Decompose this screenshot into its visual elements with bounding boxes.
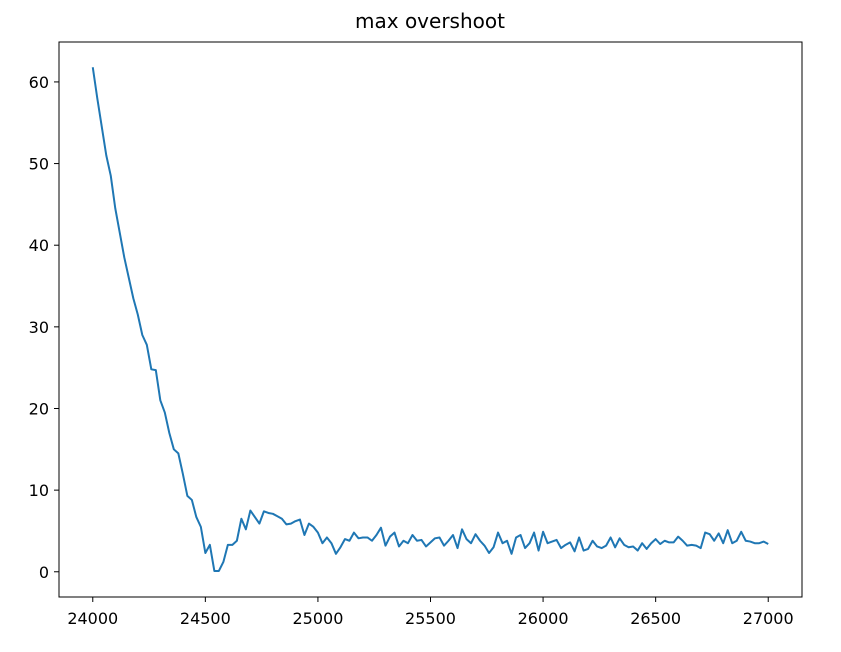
y-tick-label: 30 [29,318,49,337]
x-tick-label: 26500 [630,609,681,628]
data-line [91,67,769,572]
axes-frame [58,41,803,598]
x-tick-label: 27000 [743,609,794,628]
y-tick-label: 50 [29,155,49,174]
x-tick-label: 25500 [405,609,456,628]
y-tick-label: 20 [29,399,49,418]
x-tick-label: 24000 [67,609,118,628]
y-tick-label: 10 [29,481,49,500]
y-tick-label: 40 [29,236,49,255]
x-tick-label: 24500 [180,609,231,628]
x-tick-label: 26000 [518,609,569,628]
chart-title: max overshoot [355,9,505,33]
y-tick-label: 60 [29,73,49,92]
x-tick-label: 25000 [292,609,343,628]
y-tick-label: 0 [39,563,49,582]
